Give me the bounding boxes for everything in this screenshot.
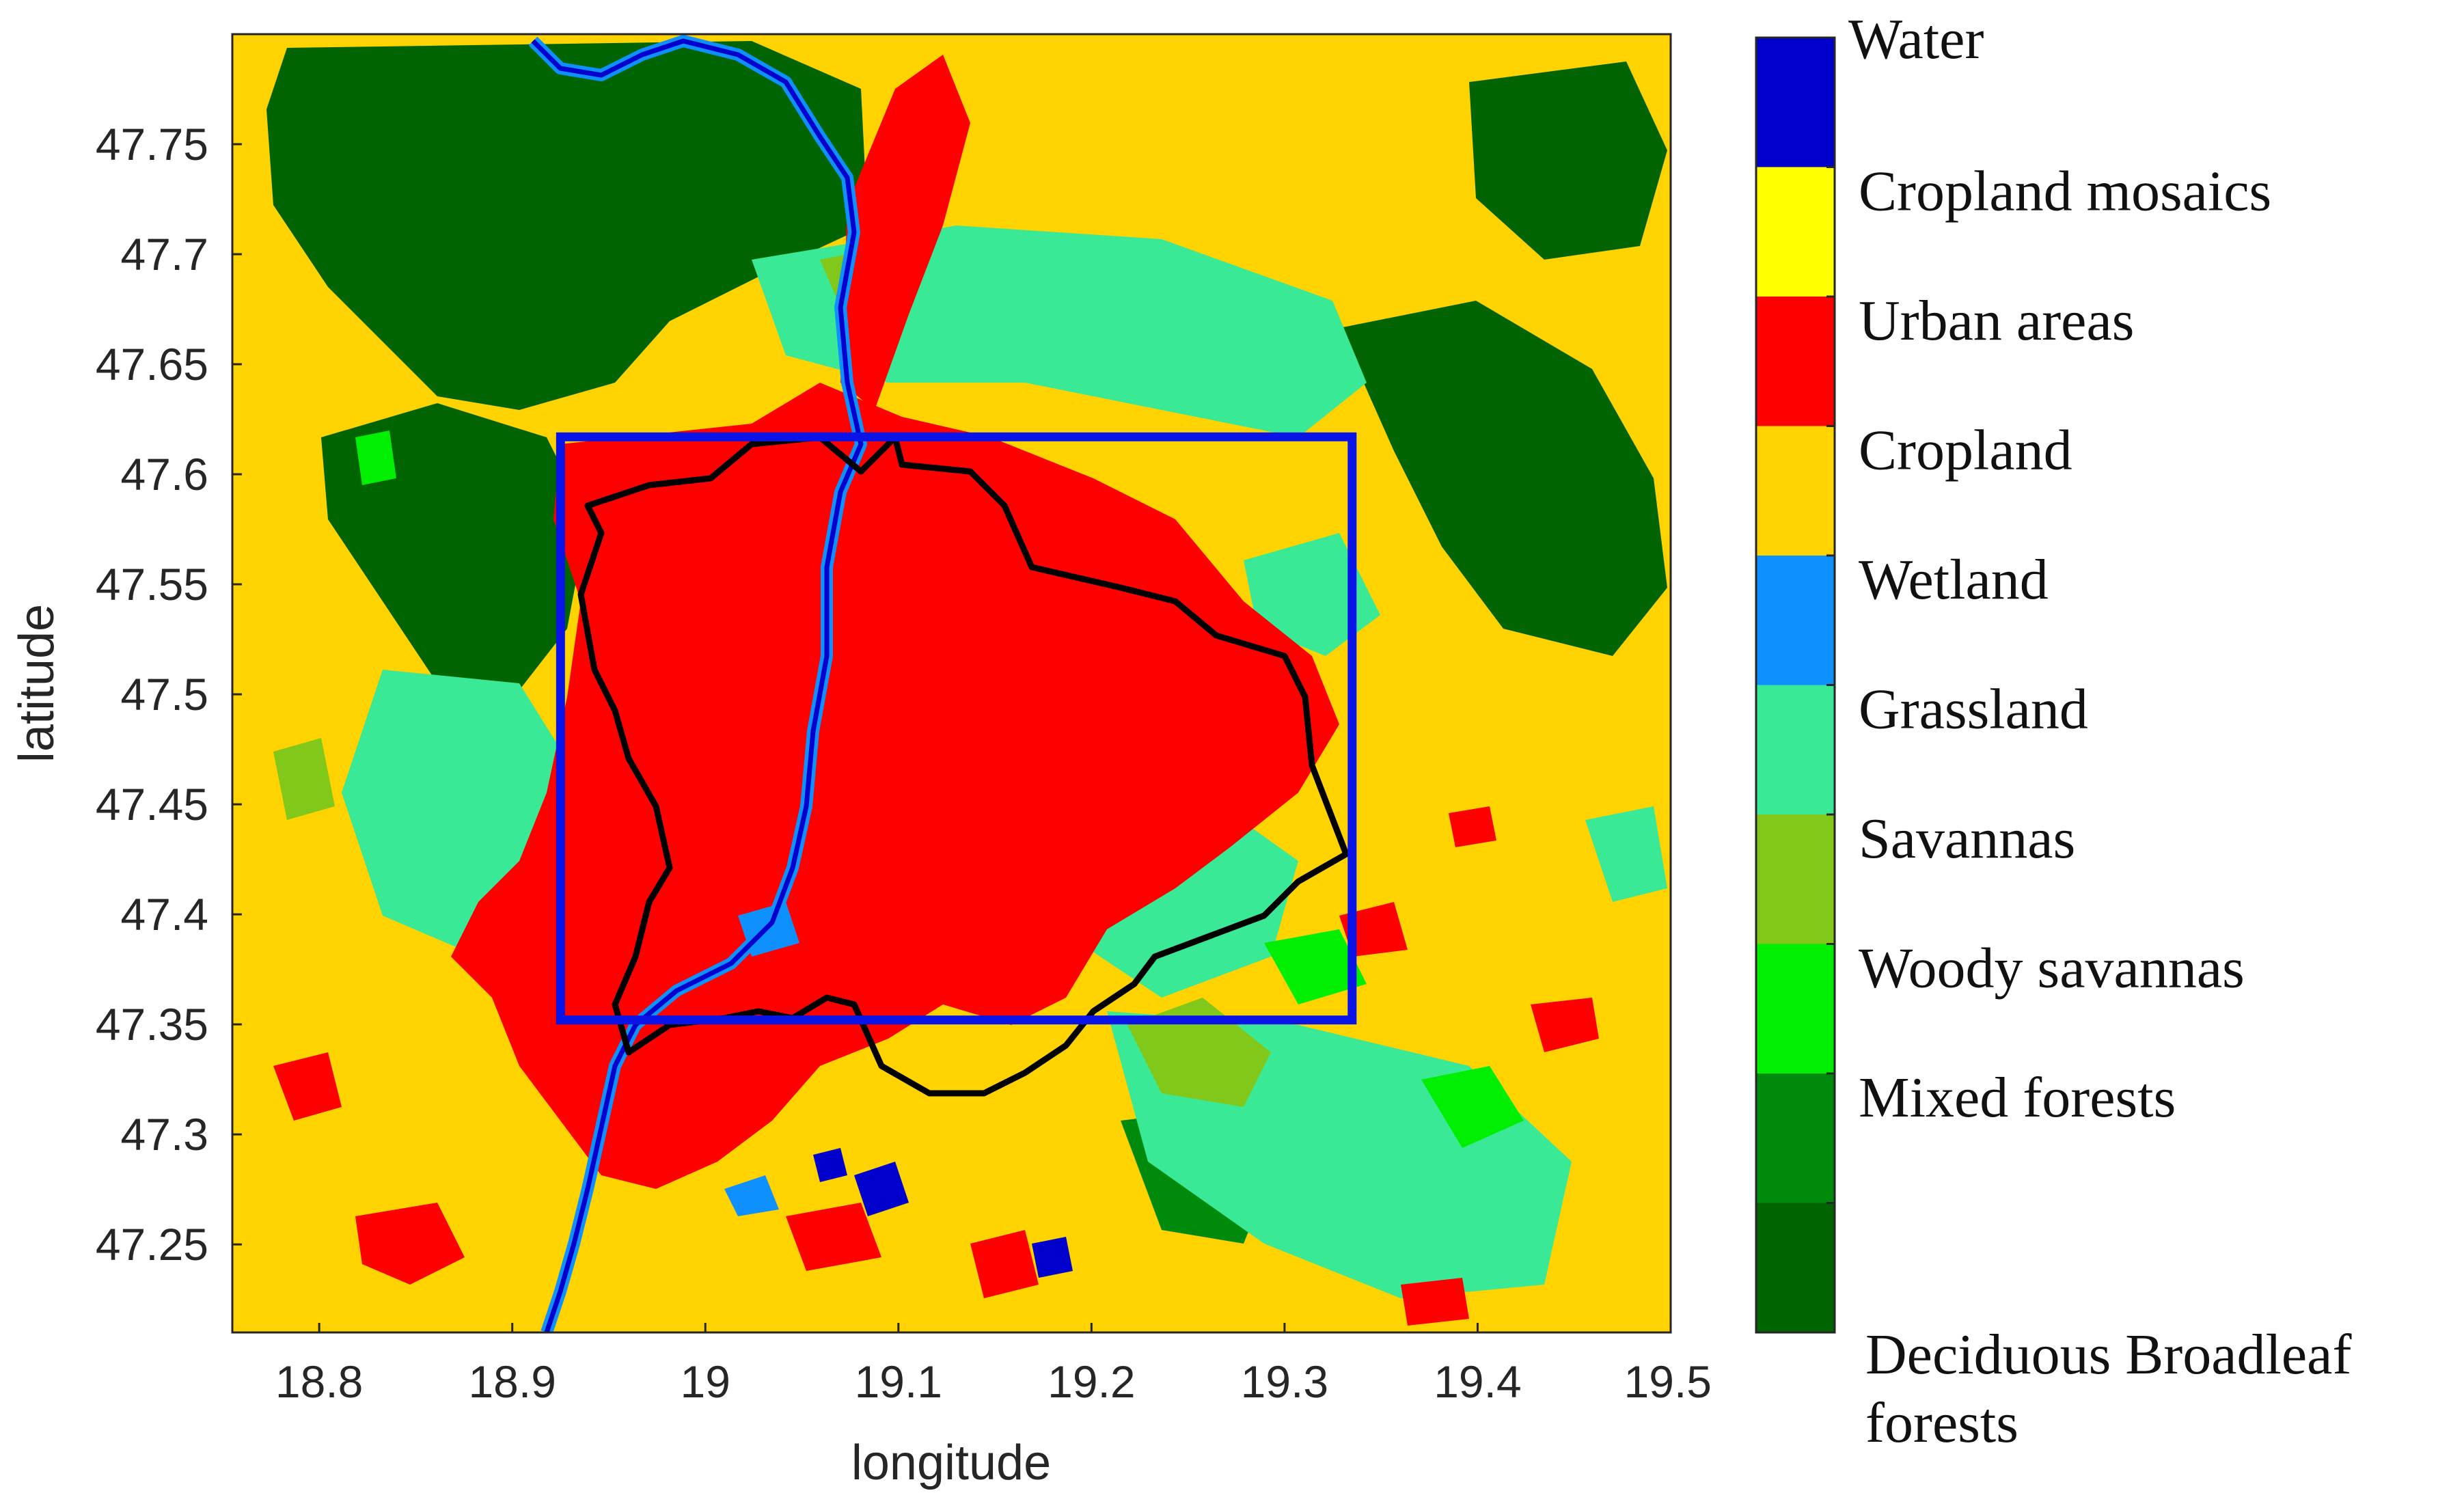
y-tick-label: 47.5	[121, 669, 208, 720]
x-tick-label: 19.3	[1241, 1356, 1328, 1407]
legend-swatch	[1756, 814, 1835, 944]
y-tick-label: 47.75	[96, 119, 208, 169]
y-tick-label: 47.4	[121, 889, 208, 940]
y-tick-label: 47.7	[121, 229, 208, 279]
x-tick-label: 19.5	[1624, 1356, 1712, 1407]
urban-patches	[273, 642, 1599, 1326]
urban-area-north	[840, 55, 970, 410]
city-boundary	[577, 434, 1350, 1097]
x-tick-label: 18.9	[468, 1356, 556, 1407]
legend-label: Cropland	[1859, 418, 2072, 482]
y-tick-label: 47.3	[121, 1109, 208, 1160]
legend-swatch	[1756, 38, 1835, 167]
legend-label: Mixed forests	[1859, 1066, 2176, 1130]
legend-label: Water	[1848, 8, 1984, 71]
forest-region-north	[266, 41, 868, 410]
land-cover-legend: Water Cropland mosaics Urban areas Cropland…	[1755, 8, 2351, 1455]
y-tick-label: 47.55	[96, 559, 208, 610]
legend-label: Grassland	[1859, 677, 2088, 741]
x-tick-label: 19.4	[1434, 1356, 1521, 1407]
land-cover-map	[232, 34, 1671, 1332]
y-tick-label: 47.6	[121, 449, 208, 499]
forest-region-east	[1339, 301, 1667, 656]
x-axis-label: longitude	[851, 1436, 1051, 1490]
legend-swatch	[1756, 297, 1835, 426]
legend-swatch	[1756, 1073, 1835, 1203]
study-area-rectangle	[556, 432, 1357, 1025]
y-tick-label: 47.45	[96, 779, 208, 830]
legend-swatch	[1756, 944, 1835, 1074]
x-axis-ticks: 18.8 18.9 19 19.1 19.2 19.3 19.4 19.5	[275, 1323, 1712, 1407]
legend-swatch	[1756, 167, 1835, 297]
legend-label: Wetland	[1859, 548, 2049, 612]
legend-swatch	[1756, 426, 1835, 556]
water-patches	[813, 1148, 1073, 1278]
x-tick-label: 18.8	[275, 1356, 363, 1407]
x-tick-label: 19.1	[855, 1356, 942, 1407]
y-tick-label: 47.35	[96, 999, 208, 1050]
y-axis-ticks: 47.75 47.7 47.65 47.6 47.55 47.5 47.45 47.4 47.3…	[96, 119, 242, 1270]
y-tick-label: 47.25	[96, 1219, 208, 1270]
legend-swatch	[1756, 1203, 1835, 1333]
y-axis-label: latitude	[10, 604, 64, 763]
legend-label: Savannas	[1859, 807, 2075, 871]
legend-swatch	[1756, 685, 1835, 815]
legend-swatch	[1756, 556, 1835, 685]
legend-label: Cropland mosaics	[1859, 159, 2271, 223]
legend-label: Deciduous Broadleaf forests	[1865, 1323, 2351, 1455]
forest-region-northeast	[1469, 61, 1667, 260]
x-tick-label: 19.2	[1048, 1356, 1135, 1407]
y-tick-label: 47.65	[96, 339, 208, 389]
woody-savanna-patches	[355, 430, 1524, 1148]
danube-river-core	[531, 38, 864, 1332]
legend-label: Woody savannas	[1859, 936, 2245, 1000]
x-tick-label: 19	[681, 1356, 730, 1407]
map-frame	[231, 33, 1672, 1334]
legend-frame	[1755, 36, 1836, 1334]
legend-label: Urban areas	[1859, 289, 2134, 353]
